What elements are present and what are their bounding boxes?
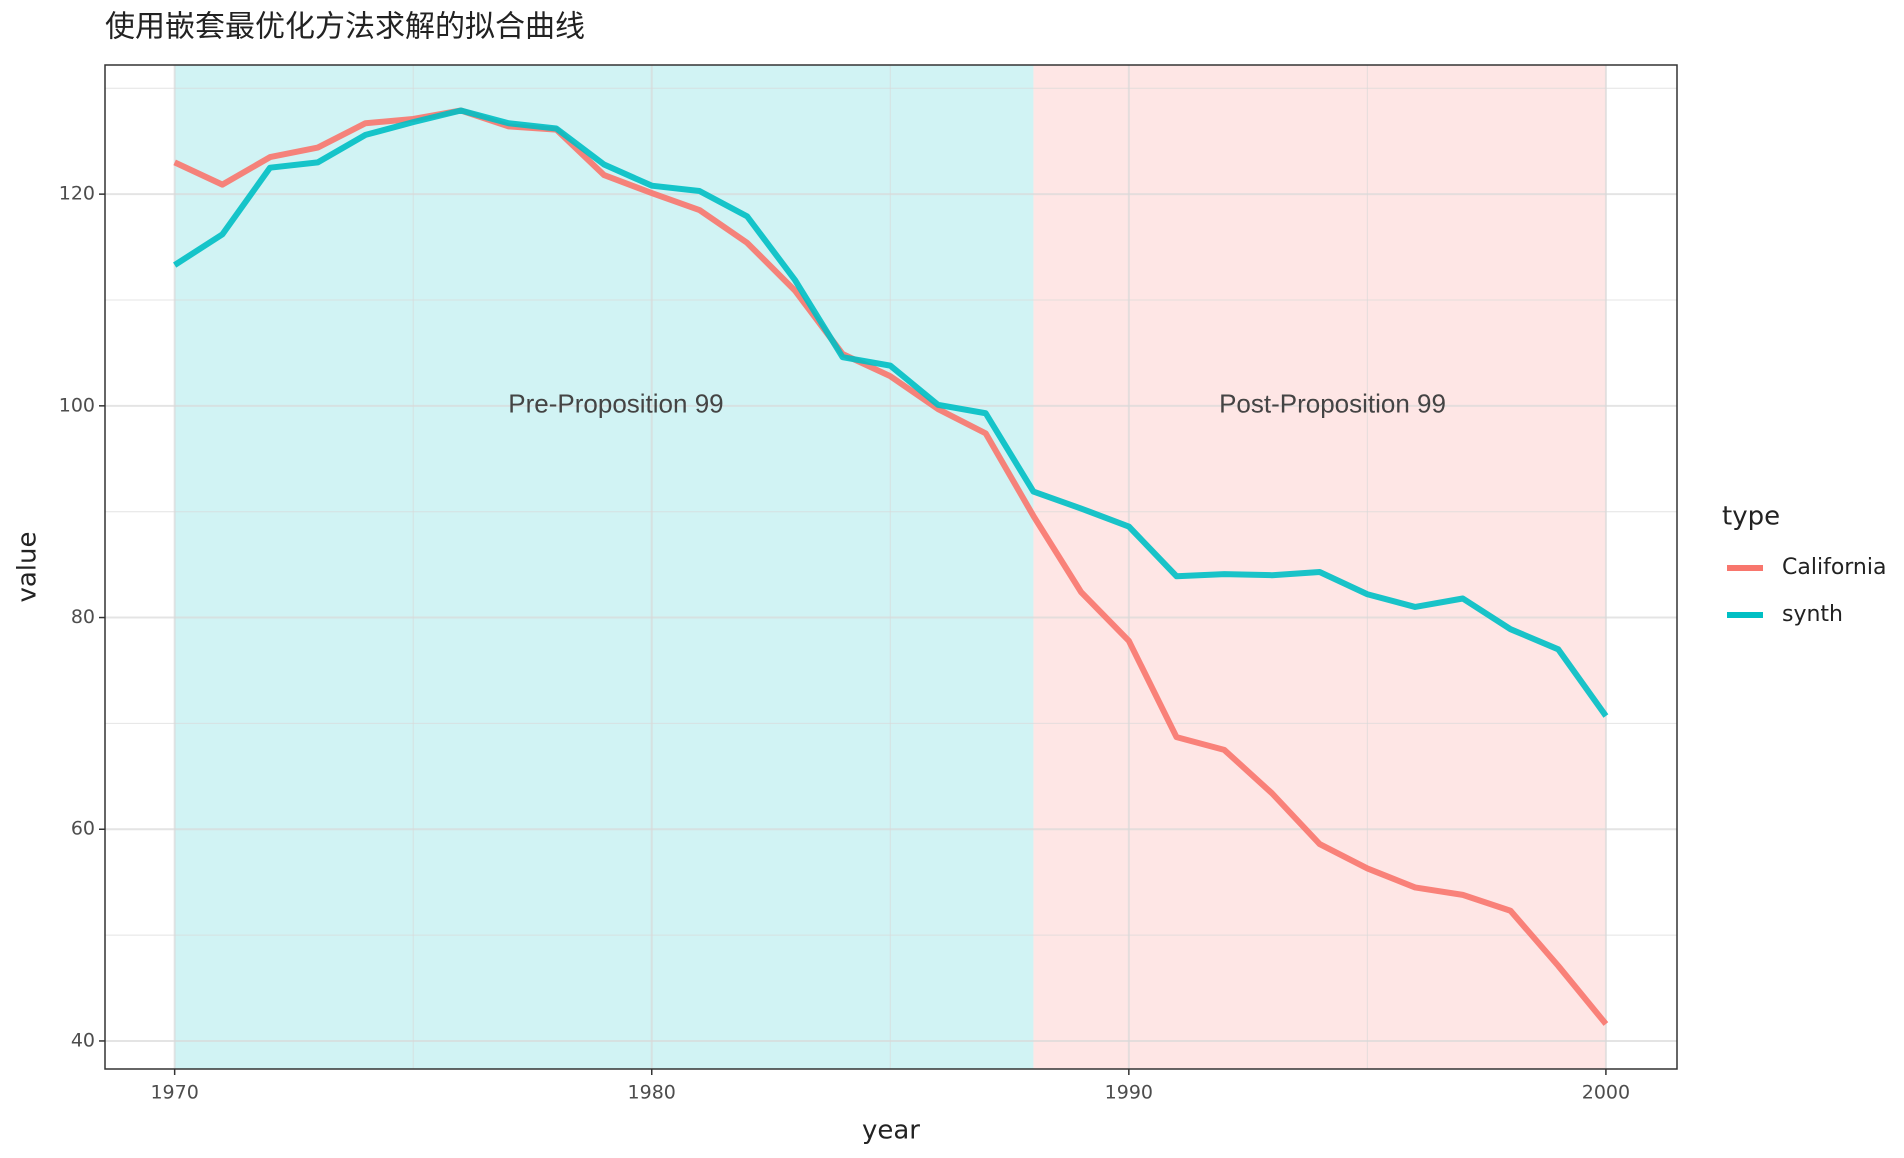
y-tick-label: 100 (59, 394, 95, 416)
y-tick-label: 40 (71, 1029, 95, 1051)
line (173, 107, 1609, 718)
line (173, 107, 1609, 1026)
legend-label: synth (1782, 602, 1843, 627)
x-tick-label: 1990 (1105, 1082, 1153, 1104)
y-tick-label: 60 (71, 818, 95, 840)
y-tick-label: 120 (59, 183, 95, 205)
region-label: Post-Proposition 99 (1219, 389, 1446, 419)
plot-border (104, 64, 1678, 1070)
region-label: Pre-Proposition 99 (508, 389, 723, 419)
chart-title: 使用嵌套最优化方法求解的拟合曲线 (105, 10, 585, 45)
x-tick-label: 1970 (150, 1082, 198, 1104)
y-tick-label: 80 (71, 606, 95, 628)
legend-title: type (1722, 502, 1780, 532)
x-tick-label: 1980 (628, 1082, 676, 1104)
y-axis-title: value (13, 531, 43, 602)
shaded-region (174, 65, 1034, 1069)
x-axis-title: year (862, 1116, 920, 1146)
x-tick-label: 2000 (1582, 1082, 1630, 1104)
legend-label: California (1782, 555, 1886, 580)
